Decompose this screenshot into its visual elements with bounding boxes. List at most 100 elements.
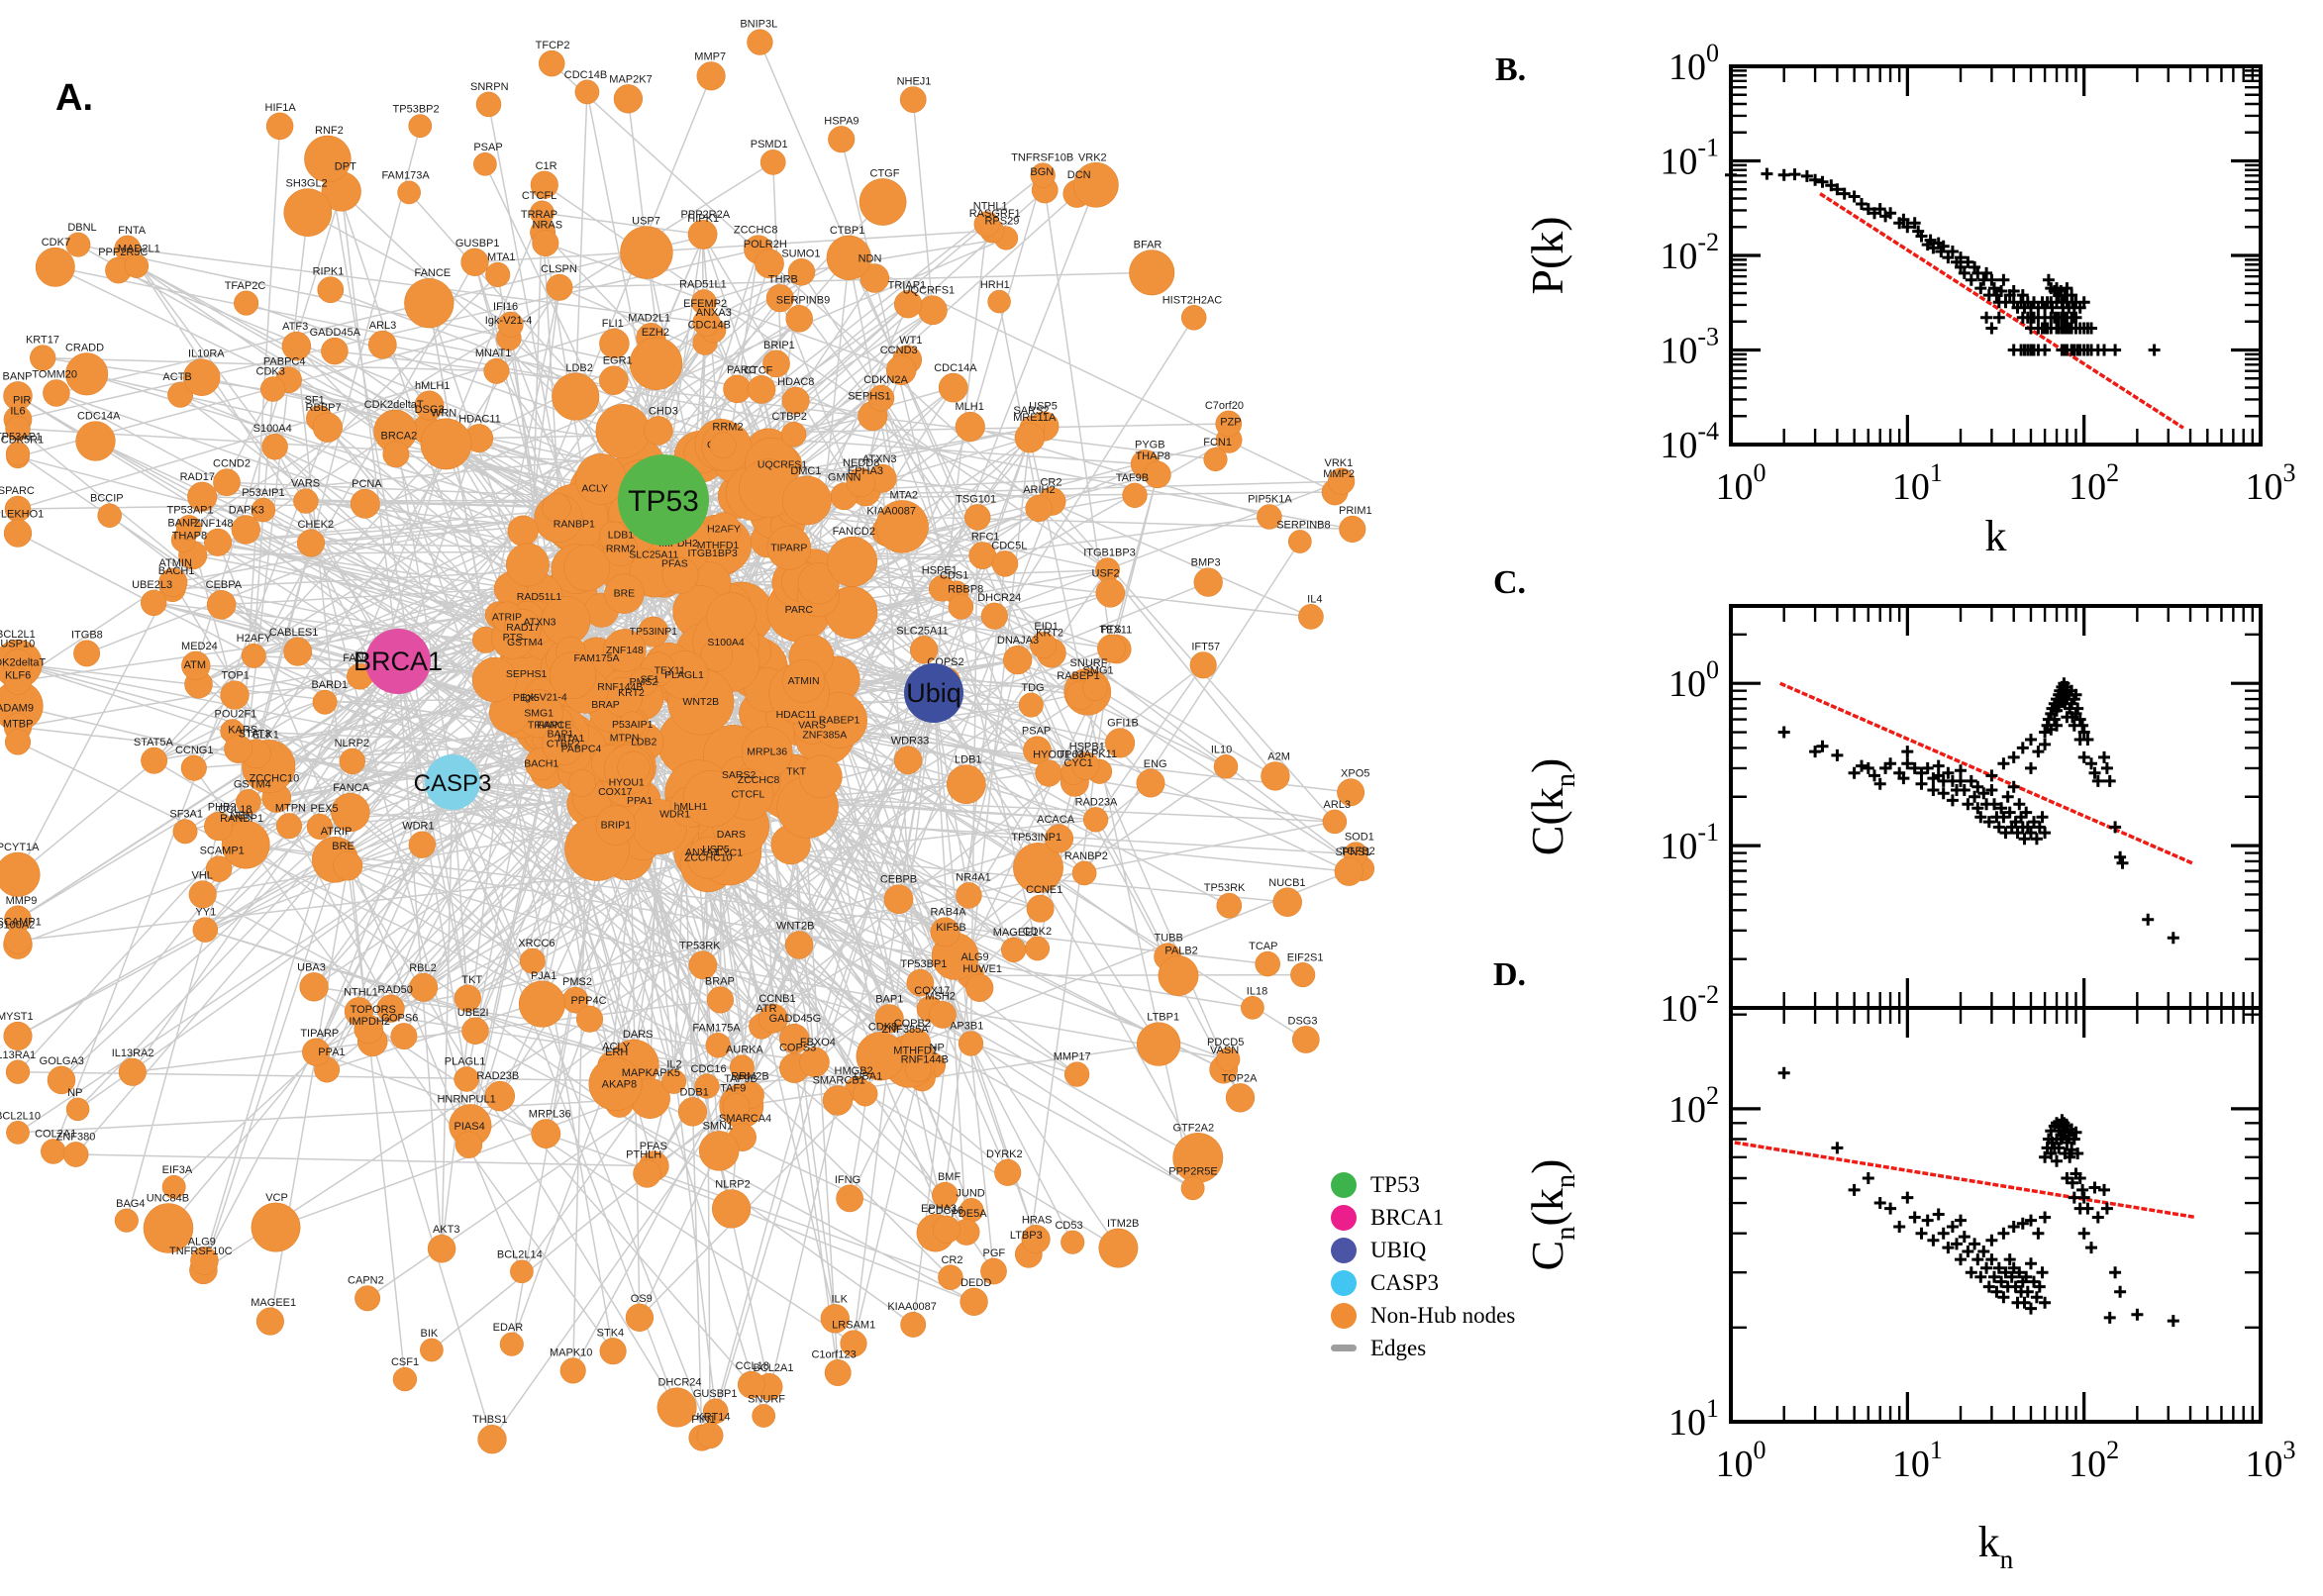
network-node	[711, 1189, 752, 1229]
network-node	[1257, 504, 1282, 530]
network-node	[409, 972, 439, 1002]
node-label: RBL2	[409, 962, 437, 974]
node-label: LDB2	[565, 362, 593, 374]
node-label: RAD51L1	[679, 279, 727, 291]
node-label: GFI1B	[1107, 718, 1139, 730]
network-node	[826, 235, 871, 280]
node-label: DEDD	[960, 1277, 991, 1289]
network-node	[1189, 651, 1217, 679]
node-label: HSPB1	[1069, 742, 1105, 753]
node-label: TP53BP1	[900, 958, 947, 970]
node-label: WDR1	[402, 821, 434, 833]
network-node	[687, 837, 730, 879]
node-label: DHCR24	[657, 1377, 701, 1389]
node-label: DSG3	[1288, 1015, 1318, 1027]
tspan: 10	[1668, 47, 1706, 88]
node-label: CDK2deltaT	[0, 656, 46, 668]
node-label: ZCCHC8	[738, 774, 780, 786]
node-label: CDK2deltaT	[364, 399, 424, 411]
network-node	[221, 820, 270, 869]
network-node	[599, 365, 629, 395]
casp3-dot-icon	[1331, 1269, 1357, 1296]
node-label: KLF6	[5, 670, 31, 682]
node-label: HRH1	[980, 279, 1010, 291]
node-label: HDAC11	[776, 709, 817, 721]
node-label: CDC16	[928, 1205, 963, 1217]
node-label: AKAP8	[602, 1079, 637, 1091]
node-label: STAT3	[239, 729, 271, 741]
network-node	[376, 994, 405, 1023]
network-node	[283, 188, 333, 237]
network-node	[1071, 860, 1097, 886]
network-node	[420, 418, 472, 470]
node-label: PFAS	[640, 1141, 667, 1152]
network-node	[473, 151, 497, 176]
network-node	[181, 650, 211, 680]
network-node	[575, 1005, 604, 1033]
tspan: 10	[1716, 1444, 1754, 1485]
network-node	[97, 503, 122, 528]
node-label: DAPK3	[229, 505, 264, 517]
node-label: NDN	[858, 253, 882, 265]
network-node	[1030, 162, 1056, 188]
network-node	[973, 211, 1000, 238]
node-label: NLRP2	[335, 738, 369, 749]
network-node	[408, 114, 433, 139]
network-node	[420, 1338, 444, 1362]
network-node	[1327, 467, 1356, 495]
node-label: TOPORS	[351, 1004, 396, 1016]
node-label: SF1	[305, 394, 325, 406]
network-node	[3, 1021, 33, 1050]
network-node	[766, 525, 812, 570]
node-label: CTCFL	[731, 788, 764, 800]
node-label: JUND	[956, 1187, 984, 1199]
network-node	[3, 381, 33, 411]
tspan: 10	[2069, 466, 2106, 508]
node-label: S100A2	[0, 920, 35, 932]
network-hubs: TP53 BRCA1 Ubiq CASP3	[354, 454, 963, 810]
node-label: ACLY	[581, 483, 608, 495]
node-label: MAP2K7	[609, 73, 652, 85]
node-label: TIPARP	[300, 1028, 339, 1040]
node-label: HYOU1	[609, 777, 645, 789]
node-label: KARS	[228, 724, 257, 736]
node-label: IMPDH2	[349, 1016, 390, 1028]
node-label: DCN	[1067, 169, 1091, 181]
network-node	[706, 986, 734, 1014]
network-node	[874, 1004, 904, 1034]
network-node	[1105, 728, 1136, 758]
node-label: ITM2B	[1107, 1218, 1139, 1230]
node-label: PLAGL1	[664, 669, 704, 681]
node-label: MYST1	[0, 1011, 34, 1023]
node-label: NR4A1	[956, 871, 990, 883]
network-node	[499, 1332, 524, 1356]
network-node	[946, 764, 986, 805]
node-label: TAF9B	[1116, 472, 1149, 484]
network-node	[124, 253, 150, 278]
node-label: SCAMP1	[200, 846, 245, 857]
node-label: BACH1	[158, 565, 195, 577]
node-label: MNAT1	[475, 348, 511, 359]
node-label: HSPA9	[824, 115, 858, 127]
network-node	[765, 284, 794, 313]
network-node	[255, 1307, 284, 1336]
network-node	[65, 232, 91, 257]
network-node	[929, 1001, 957, 1029]
node-label: IL10	[1211, 744, 1232, 755]
node-label: MED24	[181, 641, 218, 652]
network-node	[899, 86, 927, 113]
nonhub-dot-icon	[1331, 1302, 1357, 1329]
network-node	[938, 372, 968, 403]
node-label: TUBB	[1155, 933, 1183, 945]
node-label: CDKN2A	[863, 374, 908, 386]
network-node	[65, 1097, 90, 1122]
legend: TP53 BRCA1 UBIQ CASP3 Non-Hub nodes Edge…	[1331, 1168, 1515, 1364]
node-label: CCL18	[736, 1360, 769, 1372]
tspan: 1	[1930, 458, 1943, 487]
node-label: UBA1	[855, 1070, 883, 1082]
network-node	[574, 79, 600, 105]
network-node	[460, 248, 489, 276]
node-label: WNT2B	[776, 920, 815, 932]
network-node	[251, 1202, 301, 1252]
node-label: RNF2	[315, 125, 344, 137]
